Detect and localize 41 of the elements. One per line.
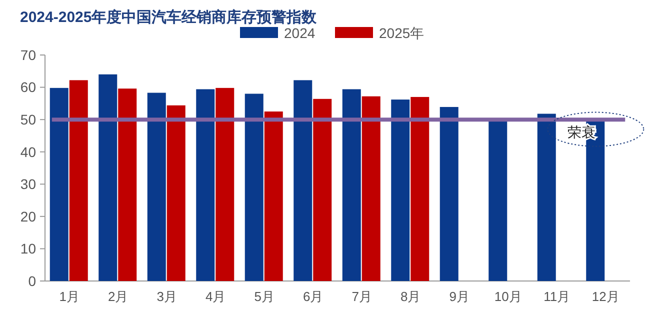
bar xyxy=(410,96,430,281)
bar xyxy=(342,89,361,281)
x-tick-label: 1月 xyxy=(59,289,80,304)
bar xyxy=(440,106,458,281)
bar xyxy=(50,88,68,281)
x-tick-label: 8月 xyxy=(400,289,421,304)
bar xyxy=(216,88,234,281)
bar xyxy=(391,100,410,281)
bar xyxy=(98,74,118,281)
y-tick-label: 70 xyxy=(20,46,36,63)
y-tick-label: 60 xyxy=(20,79,36,96)
y-tick-label: 30 xyxy=(20,176,36,192)
x-tick-label: 12月 xyxy=(592,289,620,304)
x-tick-label: 2月 xyxy=(108,289,128,304)
x-tick-label: 10月 xyxy=(494,289,522,304)
chart-title: 2024-2025年度中国汽车经销商库存预警指数 xyxy=(20,8,318,26)
y-tick-label: 10 xyxy=(20,240,36,257)
x-tick-label: 5月 xyxy=(254,289,274,304)
bar xyxy=(537,114,556,281)
bar xyxy=(196,89,215,281)
x-tick-label: 7月 xyxy=(352,289,372,304)
y-tick-label: 20 xyxy=(20,208,36,224)
x-tick-label: 11月 xyxy=(544,289,570,304)
bar xyxy=(362,96,380,281)
x-tick-label: 3月 xyxy=(156,289,177,304)
y-tick-label: 0 xyxy=(28,272,36,289)
bar xyxy=(147,92,166,281)
x-tick-label: 9月 xyxy=(449,289,470,304)
y-tick-label: 40 xyxy=(20,144,36,160)
legend-label: 2024 xyxy=(284,24,316,41)
x-tick-label: 4月 xyxy=(206,289,226,304)
bar xyxy=(313,98,332,281)
y-tick-label: 50 xyxy=(20,111,36,128)
bar xyxy=(294,80,312,281)
bar xyxy=(244,94,264,281)
legend-label: 2025年 xyxy=(379,24,424,41)
bar xyxy=(166,105,186,281)
bar xyxy=(118,88,137,281)
x-tick-label: 6月 xyxy=(303,289,324,304)
bar xyxy=(264,112,283,281)
bar xyxy=(69,80,88,281)
